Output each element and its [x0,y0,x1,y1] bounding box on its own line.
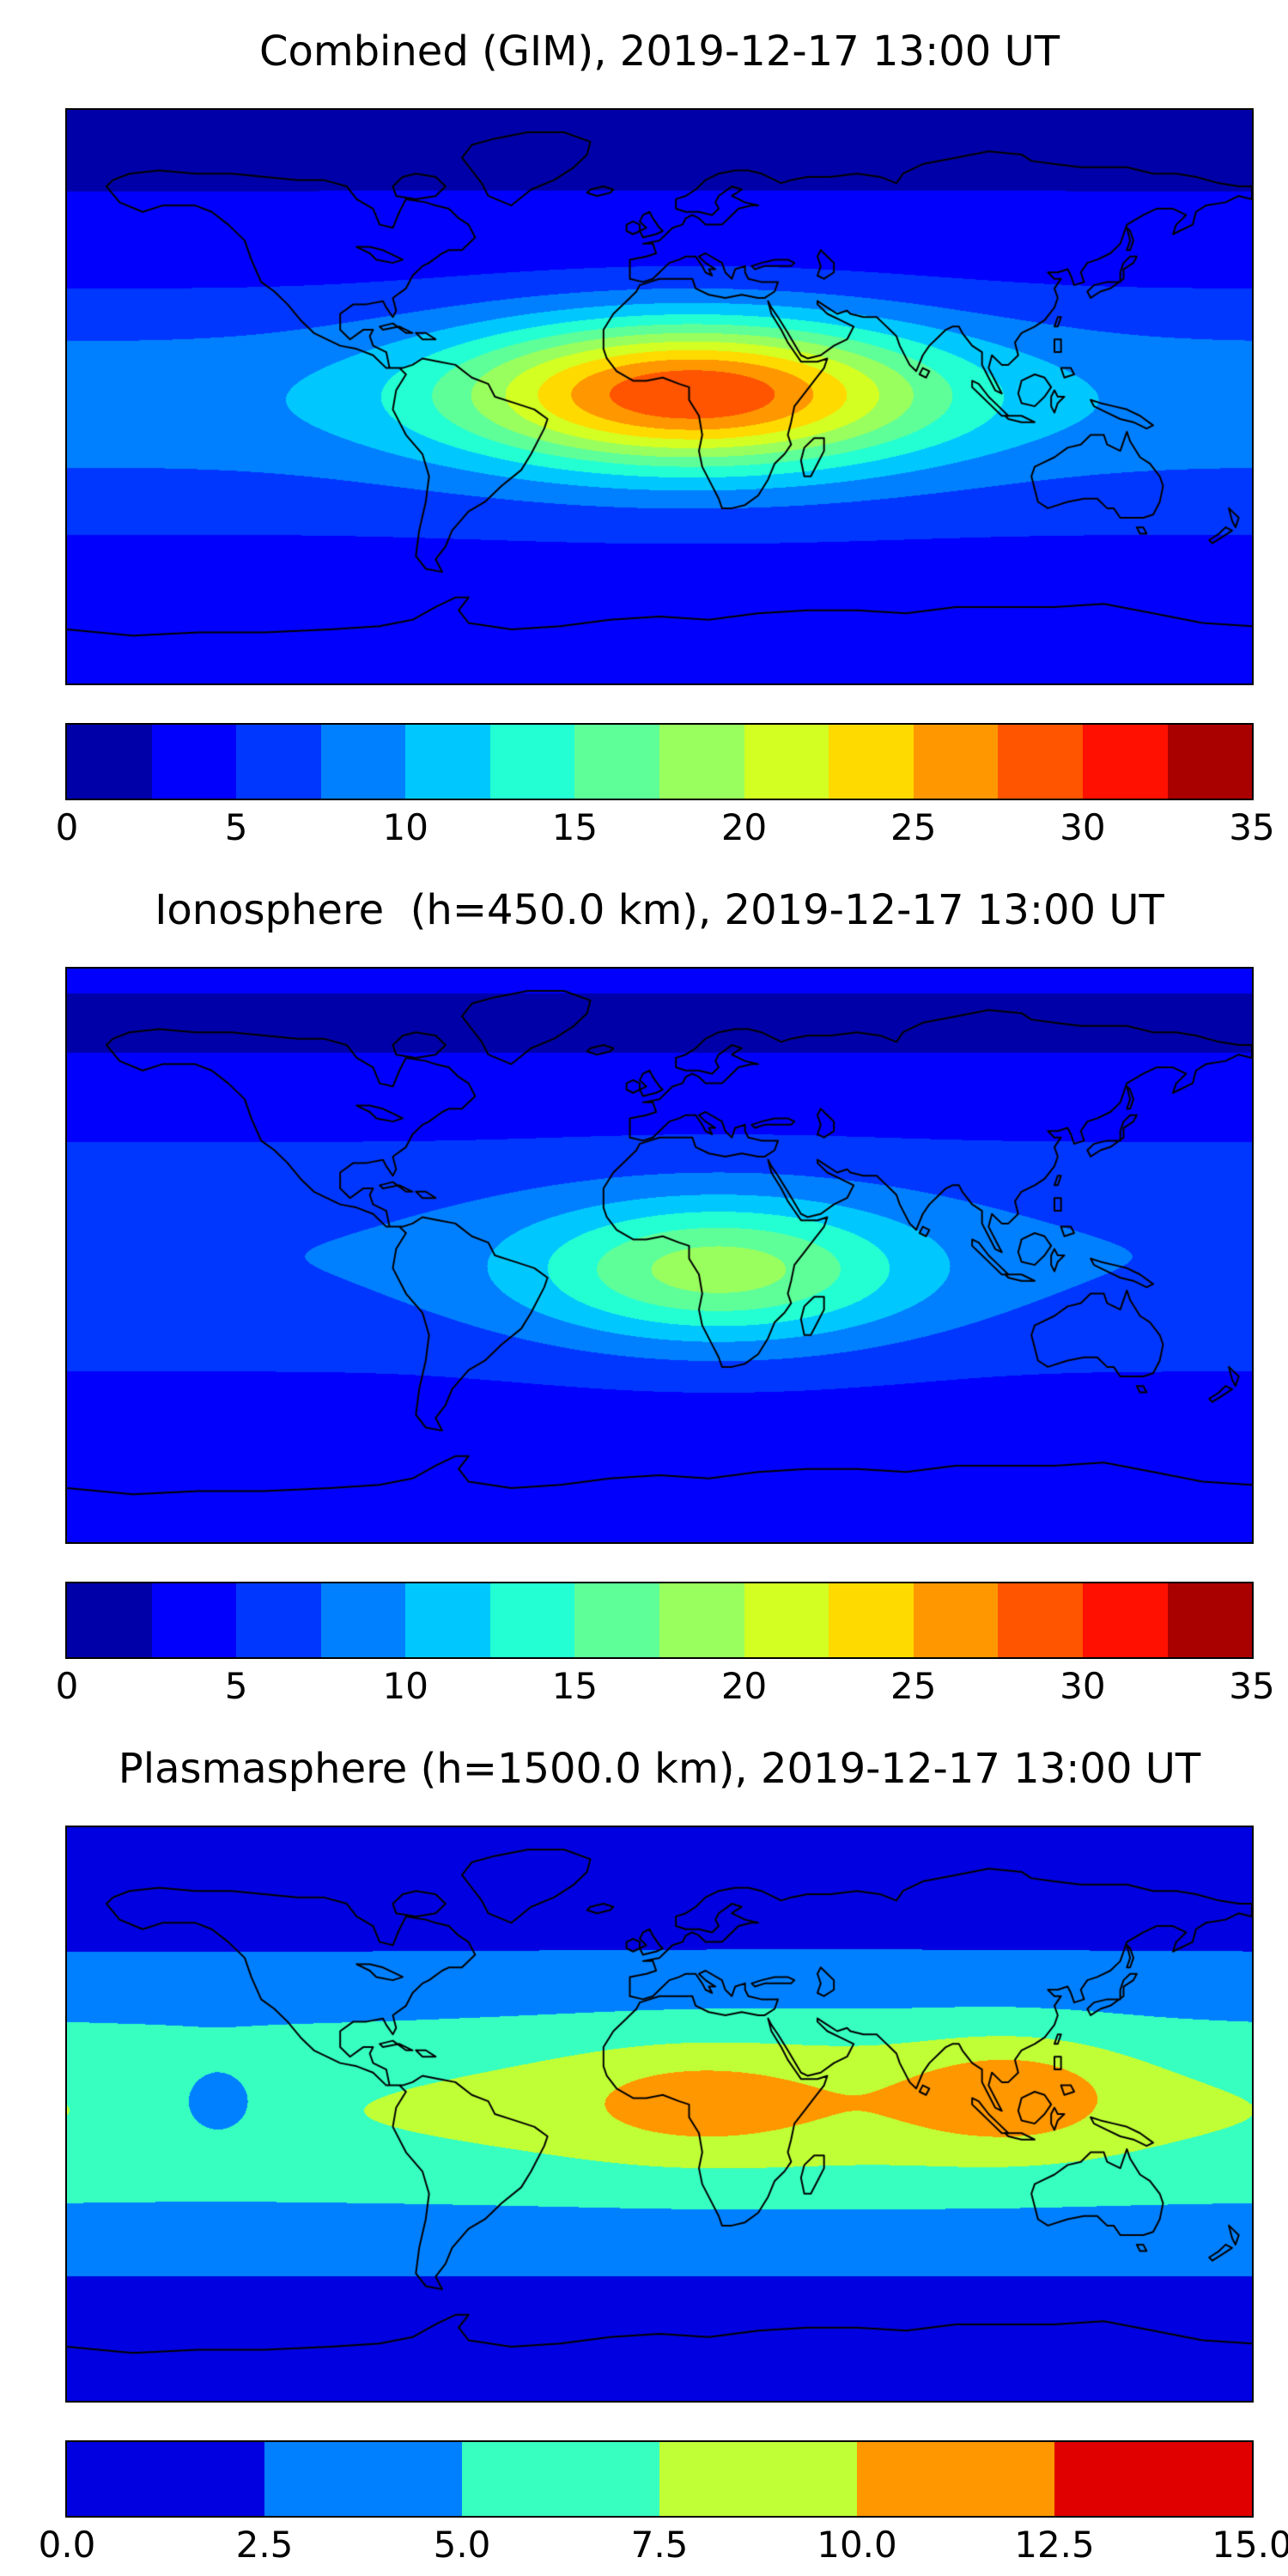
colorbar-band [1167,1583,1252,1657]
colorbar-band [659,1583,744,1657]
colorbar-band [913,725,999,799]
colorbar-band [151,725,237,799]
world-map-plasmasphere [65,1826,1254,2403]
colorbar-tick-label: 0 [55,806,79,848]
panel-title-plasmasphere: Plasmasphere (h=1500.0 km), 2019-12-17 1… [118,1745,1201,1793]
colorbar-band [489,1583,575,1657]
colorbar-band [659,2442,857,2516]
colorbar-tick-label: 15 [551,1665,598,1707]
colorbar-band [67,1583,152,1657]
colorbar-band [264,2442,462,2516]
colorbar-tick-label: 0.0 [38,2524,96,2566]
colorbar-tick-label: 10 [382,1665,429,1707]
colorbar-band [405,1583,490,1657]
colorbar-band [236,725,321,799]
colorbar-band [320,725,406,799]
colorbar-band [67,2442,264,2516]
colorbar-band [1054,2442,1252,2516]
panel-combined-gim: Combined (GIM), 2019-12-17 13:00 UT 0 5 10… [0,0,1288,859]
colorbar-tick-label: 5.0 [433,2524,491,2566]
colorbar-tick-label: 25 [890,806,937,848]
colorbar-band [998,725,1083,799]
colorbar-tick-label: 10.0 [817,2524,897,2566]
colorbar-band [462,2442,659,2516]
colorbar-band [67,725,152,799]
colorbar-ticks-plasmasphere: 0.0 2.5 5.0 7.5 10.0 12.5 15.0 [39,2523,1288,2569]
panel-title-ionosphere: Ionosphere (h=450.0 km), 2019-12-17 13:0… [155,886,1164,934]
colorbar-ticks-combined: 0 5 10 15 20 25 30 35 [56,805,1275,852]
colorbar-tick-label: 7.5 [630,2524,689,2566]
colorbar-plasmasphere [65,2440,1254,2518]
colorbar-ionosphere [65,1582,1254,1659]
world-map-ionosphere [65,967,1254,1544]
colorbar-band [659,725,744,799]
colorbar-tick-label: 35 [1229,806,1275,848]
colorbar-tick-label: 30 [1060,1665,1106,1707]
colorbar-band [829,1583,914,1657]
colorbar-band [1082,725,1168,799]
world-map-combined [65,108,1254,685]
colorbar-ticks-ionosphere: 0 5 10 15 20 25 30 35 [56,1664,1275,1710]
colorbar-tick-label: 2.5 [235,2524,294,2566]
colorbar-tick-label: 5 [224,1665,248,1707]
colorbar-tick-label: 0 [55,1665,79,1707]
colorbar-tick-label: 20 [720,806,768,848]
colorbar-tick-label: 12.5 [1014,2524,1095,2566]
colorbar-band [1167,725,1252,799]
panel-title-combined: Combined (GIM), 2019-12-17 13:00 UT [258,27,1060,76]
colorbar-band [744,725,829,799]
colorbar-band [574,1583,660,1657]
colorbar-band [913,1583,999,1657]
colorbar-band [236,1583,321,1657]
colorbar-band [151,1583,237,1657]
colorbar-band [829,725,914,799]
colorbar-tick-label: 5 [224,806,248,848]
panel-plasmasphere: Plasmasphere (h=1500.0 km), 2019-12-17 1… [0,1717,1288,2576]
colorbar-band [744,1583,829,1657]
colorbar-tick-label: 35 [1229,1665,1275,1707]
colorbar-tick-label: 20 [720,1665,768,1707]
colorbar-band [857,2442,1054,2516]
colorbar-tick-label: 30 [1060,806,1106,848]
colorbar-band [574,725,660,799]
colorbar-band [405,725,490,799]
colorbar-tick-label: 15 [551,806,598,848]
colorbar-tick-label: 25 [890,1665,937,1707]
colorbar-band [489,725,575,799]
colorbar-band [320,1583,406,1657]
panel-ionosphere: Ionosphere (h=450.0 km), 2019-12-17 13:0… [0,859,1288,1717]
colorbar-tick-label: 10 [382,806,429,848]
colorbar-band [998,1583,1083,1657]
colorbar-band [1082,1583,1168,1657]
colorbar-tick-label: 15.0 [1212,2524,1288,2566]
colorbar-combined [65,723,1254,800]
